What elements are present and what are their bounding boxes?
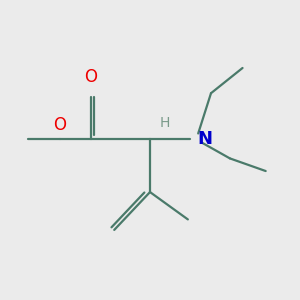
Text: N: N [197, 130, 212, 148]
Text: O: O [53, 116, 66, 134]
Text: H: H [160, 116, 170, 130]
Text: O: O [85, 68, 98, 86]
